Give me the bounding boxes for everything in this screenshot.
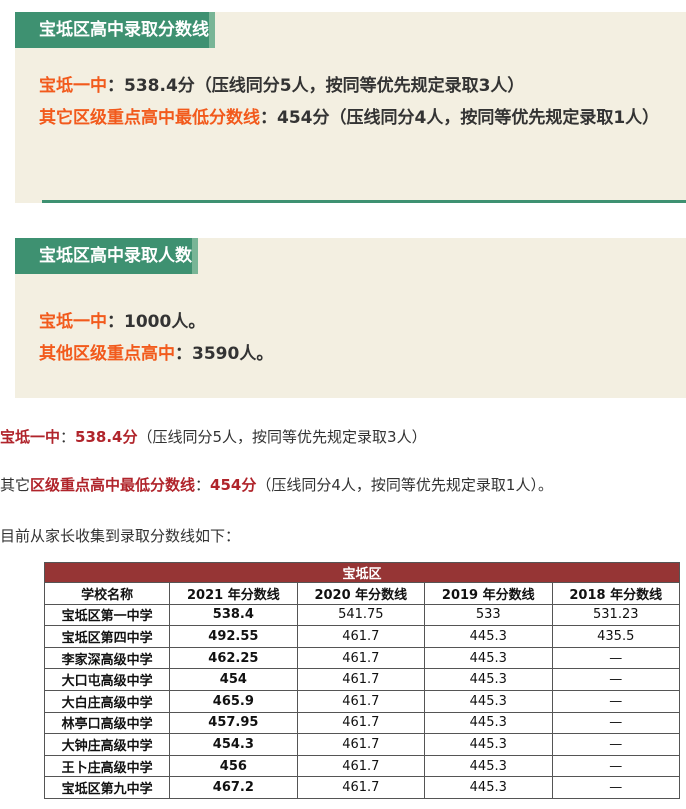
paragraph-3: 目前从家长收集到录取分数线如下：	[0, 527, 241, 545]
table-row: 大白庄高级中学 465.9 461.7 445.3—	[43, 689, 680, 713]
score-cell: 461.7	[296, 711, 426, 735]
table-row: 宝坻区第九中学 467.2 461.7 445.3—	[43, 776, 680, 799]
table-row: 大口屯高级中学 454 461.7 445.3—	[43, 668, 680, 691]
score-cell: 538.4	[169, 603, 298, 627]
line-1: 宝坻一中：1000人。	[39, 306, 682, 338]
school-name: 宝坻区第九中学	[43, 776, 171, 799]
score-cell: —	[551, 733, 680, 756]
table-row: 大钟庄高级中学 454.3 461.7 445.3—	[43, 733, 680, 756]
line-2: 其它区级重点高中最低分数线：454分（压线同分4人，按同等优先规定录取1人）	[39, 102, 682, 134]
score-cell: 461.7	[296, 668, 426, 691]
sep: ：	[195, 476, 211, 494]
table-row: 王卜庄高级中学 456 461.7 445.3—	[43, 754, 680, 778]
score-card: 宝坻区高中录取分数线 宝坻一中：538.4分（压线同分5人，按同等优先规定录取3…	[15, 12, 686, 203]
score-cell: 461.7	[296, 733, 426, 756]
column-header: 2020 年分数线	[296, 582, 426, 605]
score-cell: 445.3	[424, 625, 553, 648]
score-cell: 445.3	[424, 689, 553, 713]
school-name: 宝坻区第四中学	[43, 625, 171, 648]
school-name: 李家深高级中学	[43, 646, 171, 670]
score-cell: 457.95	[169, 711, 298, 735]
paragraph-1: 宝坻一中：538.4分（压线同分5人，按同等优先规定录取3人）	[0, 426, 427, 447]
label: 宝坻一中	[39, 76, 107, 96]
column-header: 2021 年分数线	[169, 582, 298, 605]
table-title: 宝坻区	[44, 562, 680, 583]
table-row: 宝坻区第四中学 492.55 461.7 445.3 435.5	[43, 625, 680, 648]
score-table: 宝坻区 学校名称 2021 年分数线 2020 年分数线 2019 年分数线 2018 …	[43, 562, 680, 799]
value: ：3590人。	[175, 344, 274, 364]
score-cell: 533	[424, 603, 553, 627]
pre: 其它	[0, 476, 31, 494]
score-cell: 445.3	[424, 776, 553, 799]
school-name: 宝坻区第一中学	[43, 603, 171, 627]
score-cell: 461.7	[296, 689, 426, 713]
score: 538.4分	[75, 428, 138, 446]
score-cell: 465.9	[169, 689, 298, 713]
score: 454分	[210, 476, 257, 494]
score-cell: —	[551, 646, 680, 670]
score-cell: 445.3	[424, 754, 553, 778]
score-cell: 461.7	[296, 646, 426, 670]
school-name: 林亭口高级中学	[43, 711, 171, 735]
label: 区级重点高中最低分数线	[30, 476, 196, 494]
table-row: 林亭口高级中学 457.95 461.7 445.3—	[43, 711, 680, 735]
column-header: 2018 年分数线	[551, 582, 680, 605]
score-cell: 456	[169, 754, 298, 778]
table-row: 宝坻区第一中学 538.4 541.75 533 531.23	[43, 603, 680, 627]
score-cell: 454	[169, 668, 298, 691]
enrollment-card: 宝坻区高中录取人数 宝坻一中：1000人。 其他区级重点高中：3590人。	[15, 238, 686, 398]
label: 宝坻一中	[39, 312, 107, 332]
score-cell: 445.3	[424, 733, 553, 756]
column-header: 学校名称	[43, 582, 171, 605]
paragraph-2: 其它区级重点高中最低分数线：454分（压线同分4人，按同等优先规定录取1人）。	[0, 474, 553, 495]
score-cell: 435.5	[551, 625, 680, 648]
score-cell: 445.3	[424, 646, 553, 670]
score-cell: 445.3	[424, 668, 553, 691]
score-cell: 462.25	[169, 646, 298, 670]
card-title: 宝坻区高中录取人数	[15, 238, 198, 274]
score-cell: 492.55	[169, 625, 298, 648]
line-2: 其他区级重点高中：3590人。	[39, 338, 682, 370]
label: 其它区级重点高中最低分数线	[39, 108, 260, 128]
table-row: 李家深高级中学 462.25 461.7 445.3—	[43, 646, 680, 670]
score-cell: 461.7	[296, 776, 426, 799]
value: ：1000人。	[107, 312, 206, 332]
column-header: 2019 年分数线	[424, 582, 553, 605]
sep: ：	[60, 428, 76, 446]
school-name: 大钟庄高级中学	[43, 733, 171, 756]
value: ：454分（压线同分4人，按同等优先规定录取1人）	[260, 108, 660, 128]
rest: （压线同分4人，按同等优先规定录取1人）。	[256, 476, 553, 494]
score-cell: 461.7	[296, 754, 426, 778]
score-cell: 461.7	[296, 625, 426, 648]
label: 其他区级重点高中	[39, 344, 175, 364]
score-cell: 541.75	[296, 603, 426, 627]
score-cell: 445.3	[424, 711, 553, 735]
value: ：538.4分（压线同分5人，按同等优先规定录取3人）	[107, 76, 525, 96]
score-cell: 467.2	[169, 776, 298, 799]
score-cell: —	[551, 754, 680, 778]
label: 宝坻一中	[0, 428, 61, 446]
score-cell: —	[551, 776, 680, 799]
card-title: 宝坻区高中录取分数线	[15, 12, 215, 48]
school-name: 王卜庄高级中学	[43, 754, 171, 778]
score-cell: —	[551, 689, 680, 713]
rest: （压线同分5人，按同等优先规定录取3人）	[137, 428, 427, 446]
line-1: 宝坻一中：538.4分（压线同分5人，按同等优先规定录取3人）	[39, 70, 682, 102]
school-name: 大口屯高级中学	[43, 668, 171, 691]
school-name: 大白庄高级中学	[43, 689, 171, 713]
divider	[42, 200, 686, 203]
score-cell: —	[551, 711, 680, 735]
score-cell: 531.23	[551, 603, 680, 627]
score-cell: —	[551, 668, 680, 691]
score-cell: 454.3	[169, 733, 298, 756]
